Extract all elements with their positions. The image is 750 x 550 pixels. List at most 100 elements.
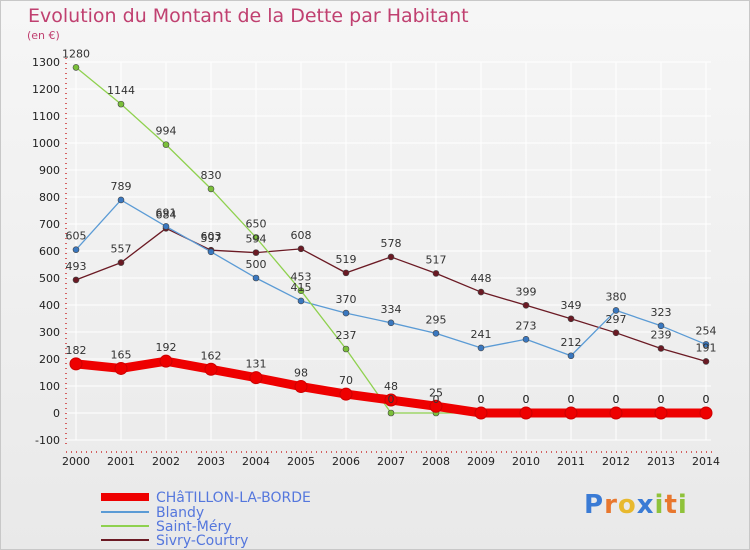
data-point xyxy=(252,249,260,256)
data-label: 297 xyxy=(606,313,627,326)
data-point xyxy=(477,288,485,296)
data-point xyxy=(519,406,533,420)
data-point xyxy=(612,307,620,314)
data-point xyxy=(72,276,80,284)
data-point xyxy=(564,406,578,420)
data-label: 237 xyxy=(336,329,357,342)
data-label: 594 xyxy=(246,233,267,246)
y-tick-label: 800 xyxy=(39,191,60,204)
data-label: 323 xyxy=(651,306,672,319)
data-label: 25 xyxy=(429,386,443,399)
data-label: 399 xyxy=(516,285,537,298)
data-label: 557 xyxy=(111,243,132,256)
y-tick-label: 500 xyxy=(39,272,60,285)
data-label: 349 xyxy=(561,299,582,312)
y-tick-label: 300 xyxy=(39,326,60,339)
x-tick-label: 2011 xyxy=(557,455,585,468)
data-label: 789 xyxy=(111,180,132,193)
legend-swatch-blandy xyxy=(101,511,149,513)
y-tick-label: 1000 xyxy=(32,137,60,150)
x-tick-label: 2012 xyxy=(602,455,630,468)
data-label: 1280 xyxy=(62,47,90,60)
data-point xyxy=(69,357,83,371)
data-point xyxy=(702,358,710,365)
data-point xyxy=(387,253,395,261)
data-label: 182 xyxy=(66,344,87,357)
data-point xyxy=(297,245,305,253)
data-point xyxy=(432,330,440,337)
data-point xyxy=(162,223,170,230)
x-tick-label: 2009 xyxy=(467,455,495,468)
data-label: 0 xyxy=(613,393,620,406)
data-label: 453 xyxy=(291,271,312,284)
logo-letter: t xyxy=(664,490,678,520)
data-point xyxy=(252,274,260,282)
data-point xyxy=(297,287,305,294)
data-label: 131 xyxy=(246,358,267,371)
series-layer xyxy=(69,64,713,420)
data-point xyxy=(567,352,575,360)
data-label: 48 xyxy=(384,380,398,393)
data-point xyxy=(162,141,170,148)
legend-label-saint-mery: Saint-Méry xyxy=(156,519,232,535)
data-label: 830 xyxy=(201,169,222,182)
data-label: 517 xyxy=(426,253,447,266)
data-point xyxy=(384,393,398,407)
legend-swatch-chatillon xyxy=(101,493,149,501)
data-label: 0 xyxy=(523,393,530,406)
data-point xyxy=(699,406,713,420)
data-point xyxy=(207,185,215,193)
data-label: 1144 xyxy=(107,84,135,97)
data-point xyxy=(477,344,485,352)
x-tick-label: 2005 xyxy=(287,455,315,468)
x-tick-label: 2014 xyxy=(692,455,720,468)
data-label: 334 xyxy=(381,303,402,316)
y-tick-label: 1300 xyxy=(32,56,60,69)
data-point xyxy=(522,301,530,309)
data-point xyxy=(522,335,530,343)
data-label: 0 xyxy=(613,393,620,406)
logo-letter: r xyxy=(604,490,618,520)
legend-swatch-saint-mery xyxy=(101,525,149,527)
data-point xyxy=(297,297,305,305)
data-labels: 493 557 684 603 594 608 519 578 517 448 399 349 297 2… xyxy=(62,47,717,406)
data-point xyxy=(117,196,125,204)
y-tick-label: -100 xyxy=(35,434,60,447)
data-label: 162 xyxy=(201,349,222,362)
data-point xyxy=(294,380,308,394)
data-label: 239 xyxy=(651,328,672,341)
data-label: 212 xyxy=(561,336,582,349)
y-tick-label: 200 xyxy=(39,353,60,366)
legend-label-blandy: Blandy xyxy=(156,505,205,521)
data-point xyxy=(429,399,443,413)
data-point xyxy=(702,341,710,348)
data-point xyxy=(249,371,263,385)
x-tick-label: 2002 xyxy=(152,455,180,468)
y-tick-label: 1200 xyxy=(32,83,60,96)
data-label: 597 xyxy=(201,232,222,245)
logo-letter: i xyxy=(677,490,688,520)
logo-letter: P xyxy=(584,490,605,520)
data-label: 519 xyxy=(336,253,357,266)
data-label: 691 xyxy=(156,206,177,219)
data-label: 0 xyxy=(658,393,665,406)
x-tick-label: 2001 xyxy=(107,455,135,468)
data-point xyxy=(387,319,395,327)
legend-label-chatillon: CHâTILLON-LA-BORDE xyxy=(156,490,311,506)
data-label: 0 xyxy=(703,393,710,406)
data-point xyxy=(342,309,350,317)
data-label: 0 xyxy=(658,393,665,406)
series-blandy xyxy=(72,196,710,360)
data-point xyxy=(207,248,215,256)
data-label: 370 xyxy=(336,293,357,306)
data-point xyxy=(339,387,353,401)
y-tick-label: 700 xyxy=(39,218,60,231)
legend-label-sivry-courtry: Sivry-Courtry xyxy=(156,533,249,549)
data-point xyxy=(114,361,128,375)
data-label: 0 xyxy=(478,393,485,406)
data-label: 603 xyxy=(201,230,222,243)
data-point xyxy=(612,329,620,337)
logo-letter: x xyxy=(636,490,655,520)
